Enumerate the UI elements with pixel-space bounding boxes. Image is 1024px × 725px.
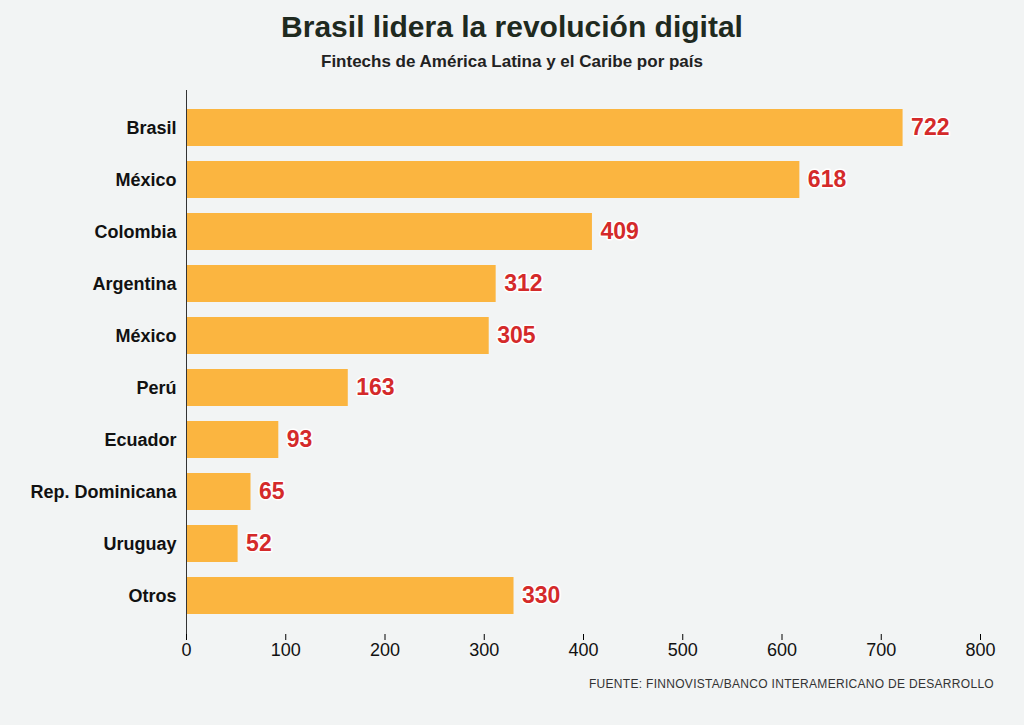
svg-text:800: 800 <box>965 640 995 660</box>
svg-text:500: 500 <box>668 640 698 660</box>
svg-text:722: 722 <box>911 114 949 140</box>
svg-text:Colombia: Colombia <box>94 222 177 242</box>
html-text:FUENTE: FINNOVISTA/BANCO INTER: FUENTE: FINNOVISTA/BANCO INTERAMERICANO … <box>588 677 994 691</box>
svg-text:700: 700 <box>866 640 896 660</box>
svg-text:México: México <box>115 326 176 346</box>
svg-text:100: 100 <box>271 640 301 660</box>
svg-text:Rep. Dominicana: Rep. Dominicana <box>30 482 177 502</box>
svg-text:Ecuador: Ecuador <box>104 430 176 450</box>
svg-text:163: 163 <box>356 374 394 400</box>
svg-text:Argentina: Argentina <box>92 274 177 294</box>
svg-text:52: 52 <box>246 530 272 556</box>
svg-text:Brasil: Brasil <box>126 118 176 138</box>
svg-text:300: 300 <box>469 640 499 660</box>
html-text:Brasil lidera la revolución di: Brasil lidera la revolución digital <box>281 10 743 43</box>
svg-text:200: 200 <box>370 640 400 660</box>
svg-text:0: 0 <box>181 640 191 660</box>
svg-text:Perú: Perú <box>136 378 176 398</box>
svg-text:Uruguay: Uruguay <box>103 534 176 554</box>
svg-text:400: 400 <box>568 640 598 660</box>
svg-text:600: 600 <box>767 640 797 660</box>
svg-text:312: 312 <box>504 270 542 296</box>
svg-text:618: 618 <box>808 166 847 192</box>
svg-text:México: México <box>115 170 176 190</box>
svg-text:305: 305 <box>497 322 536 348</box>
svg-text:409: 409 <box>600 218 638 244</box>
svg-text:93: 93 <box>287 426 313 452</box>
svg-text:330: 330 <box>522 582 560 608</box>
svg-text:Otros: Otros <box>128 586 176 606</box>
svg-text:65: 65 <box>259 478 285 504</box>
html-text:Fintechs de América Latina y e: Fintechs de América Latina y el Caribe p… <box>321 52 703 71</box>
